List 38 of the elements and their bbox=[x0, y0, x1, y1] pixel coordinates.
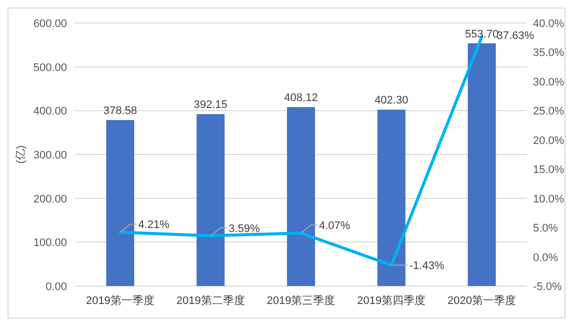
y-tick-label: 600.00 bbox=[33, 18, 67, 30]
y-tick-label: 100.00 bbox=[33, 237, 67, 250]
y2-tick-label: -5.0% bbox=[533, 281, 562, 293]
y-tick-label: 300.00 bbox=[33, 150, 67, 162]
x-tick-label: 2019第二季度 bbox=[176, 294, 245, 307]
y-tick-label: 200.00 bbox=[33, 193, 67, 206]
data-label: 4.07% bbox=[319, 220, 350, 232]
x-tick-label: 2019第一季度 bbox=[86, 294, 154, 307]
data-label: 37.63% bbox=[496, 30, 534, 42]
y2-tick-label: 10.0% bbox=[533, 193, 564, 206]
bar bbox=[106, 120, 134, 286]
data-label: 3.59% bbox=[228, 222, 260, 235]
y-axis-title: (亿) bbox=[15, 145, 27, 164]
y2-tick-label: 20.0% bbox=[533, 134, 564, 147]
y2-tick-label: 0.0% bbox=[533, 252, 558, 264]
y2-tick-label: 5.0% bbox=[533, 222, 558, 235]
x-tick-label: 2020第一季度 bbox=[448, 294, 516, 307]
x-tick-label: 2019第三季度 bbox=[266, 294, 336, 307]
y-tick-label: 0.00 bbox=[46, 281, 67, 293]
data-label: 392.15 bbox=[194, 99, 228, 112]
data-label: 4.21% bbox=[138, 219, 170, 232]
y2-tick-label: 40.0% bbox=[533, 18, 564, 30]
bar bbox=[196, 114, 225, 286]
bar bbox=[286, 107, 316, 286]
bar bbox=[468, 43, 496, 286]
y-tick-label: 400.00 bbox=[33, 106, 67, 118]
data-label: 408.12 bbox=[284, 92, 318, 104]
y2-tick-label: 15.0% bbox=[533, 164, 564, 176]
bar bbox=[377, 110, 406, 286]
y2-tick-label: 30.0% bbox=[533, 76, 564, 88]
y2-tick-label: 25.0% bbox=[533, 106, 564, 118]
data-label: -1.43% bbox=[409, 260, 444, 272]
x-tick-label: 2019第四季度 bbox=[357, 294, 426, 307]
y2-tick-label: 35.0% bbox=[533, 47, 564, 60]
y-tick-label: 500.00 bbox=[33, 62, 67, 74]
data-label: 402.30 bbox=[374, 94, 408, 107]
data-label: 378.58 bbox=[103, 105, 138, 118]
data-label: 553.70 bbox=[464, 28, 499, 40]
